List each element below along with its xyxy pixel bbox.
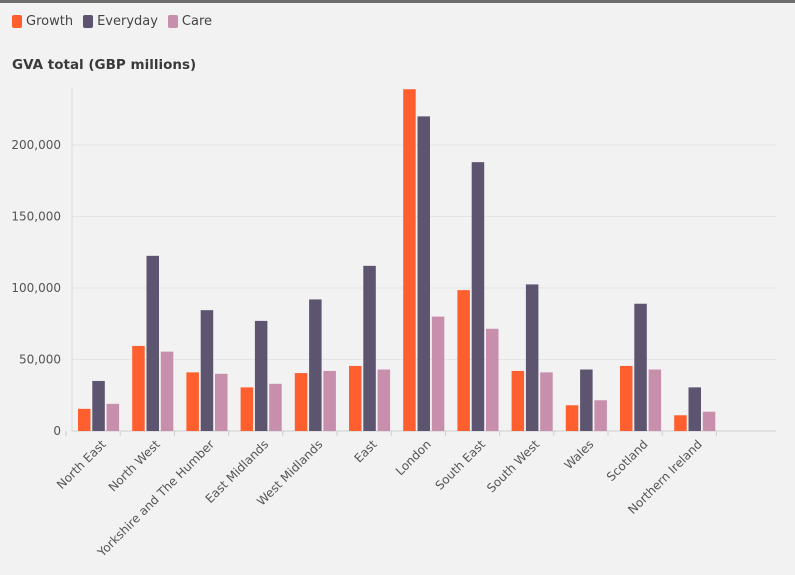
bar-care <box>377 369 391 431</box>
bar-everyday <box>525 284 539 431</box>
bar-everyday <box>417 116 430 432</box>
legend-label-care: Care <box>181 14 213 29</box>
x-category-label: North East <box>54 437 109 492</box>
bar-everyday <box>634 303 647 431</box>
legend-item-everyday[interactable]: Everyday <box>83 14 158 29</box>
bar-everyday <box>309 299 322 431</box>
legend-swatch-growth <box>12 15 22 28</box>
bar-growth <box>186 372 199 431</box>
bar-growth <box>78 408 91 431</box>
x-category-label: Wales <box>562 437 597 472</box>
bar-growth <box>457 290 470 431</box>
bar-growth <box>240 387 254 431</box>
x-category-label: East <box>351 437 379 465</box>
bar-growth <box>403 89 416 431</box>
bar-care <box>486 328 499 431</box>
bar-everyday <box>688 387 701 431</box>
top-border <box>0 0 795 3</box>
bar-care <box>648 369 662 431</box>
bar-care <box>540 372 553 431</box>
bar-growth <box>674 415 687 431</box>
bar-growth <box>565 405 579 431</box>
x-category-label: South West <box>484 437 542 495</box>
legend-item-growth[interactable]: Growth <box>12 14 73 29</box>
bar-everyday <box>580 369 593 431</box>
x-category-label: Scotland <box>604 437 651 484</box>
bar-everyday <box>363 265 376 431</box>
bar-everyday <box>200 310 214 431</box>
bar-growth <box>511 370 525 431</box>
y-tick-label: 100,000 <box>11 281 61 295</box>
y-tick-label: 150,000 <box>11 210 61 224</box>
bar-everyday <box>146 255 159 431</box>
legend-swatch-care <box>167 15 178 28</box>
legend-swatch-everyday <box>83 15 94 28</box>
bar-growth <box>132 345 145 431</box>
bar-care <box>269 383 282 431</box>
chart-title: GVA total (GBP millions) <box>12 57 197 73</box>
x-category-label: South East <box>432 437 488 493</box>
bar-everyday <box>92 380 105 431</box>
y-tick-label: 0 <box>53 424 61 438</box>
legend-label-everyday: Everyday <box>97 14 158 29</box>
x-category-label: Yorkshire and The Humber <box>94 437 217 560</box>
y-tick-label: 200,000 <box>11 138 61 152</box>
bar-care <box>594 400 607 431</box>
bar-growth <box>620 365 633 431</box>
x-category-label: North West <box>106 437 163 494</box>
legend: Growth Everyday Care <box>12 14 212 29</box>
bar-everyday <box>471 162 485 431</box>
bar-growth <box>349 365 362 431</box>
bar-care <box>106 403 120 431</box>
bar-care <box>702 411 716 431</box>
bar-growth <box>294 373 308 431</box>
y-tick-label: 50,000 <box>19 353 61 367</box>
bar-care <box>215 373 228 431</box>
bar-everyday <box>254 320 268 431</box>
bar-care <box>323 370 336 431</box>
legend-item-care[interactable]: Care <box>167 14 213 29</box>
legend-label-growth: Growth <box>26 14 74 29</box>
x-category-label: London <box>393 437 434 478</box>
bar-care <box>160 351 174 431</box>
bar-care <box>431 316 445 431</box>
